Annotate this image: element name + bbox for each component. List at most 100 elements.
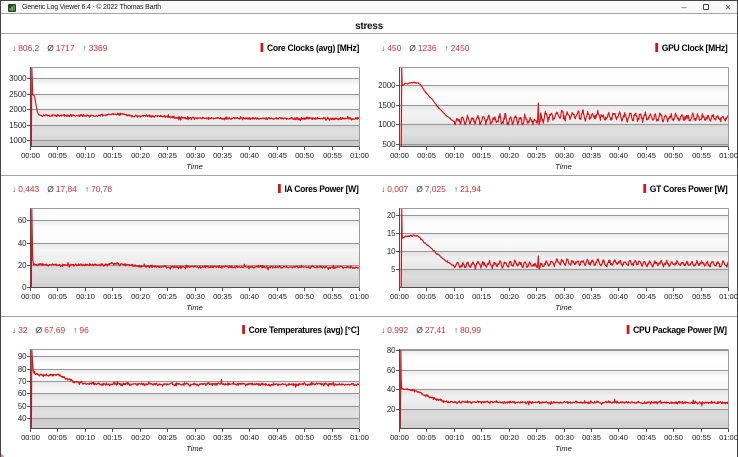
max-arrow-icon: ↑	[453, 325, 459, 335]
x-tick-label: 00:45	[637, 433, 656, 442]
y-tick-label: 60	[18, 216, 27, 225]
x-tick-label: 00:45	[637, 292, 656, 301]
x-tick-label: 00:55	[323, 292, 342, 301]
min-arrow-icon: ↓	[381, 184, 386, 194]
y-tick-label: 60	[387, 366, 396, 375]
window-title: Generic Log Viewer 6.4 - © 2022 Thomas B…	[22, 4, 161, 11]
x-tick-label: 00:10	[76, 292, 95, 301]
y-tick-label: 1500	[378, 101, 396, 110]
y-tick-label: 2000	[378, 81, 396, 90]
average-icon: Ø	[35, 325, 43, 335]
x-tick-label: 00:40	[609, 151, 628, 160]
y-tick-label: 1000	[378, 120, 396, 129]
stat-min: 0,443	[18, 184, 40, 194]
series-color-marker	[654, 43, 658, 52]
x-tick-label: 00:20	[131, 292, 150, 301]
series-line	[400, 67, 728, 146]
average-icon: Ø	[416, 325, 423, 335]
stat-max: 21,94	[460, 184, 482, 194]
x-tick-label: 00:30	[555, 292, 574, 301]
x-tick-label: 00:25	[527, 151, 546, 160]
stat-max: 80,99	[460, 325, 482, 335]
x-tick-label: 00:10	[76, 433, 95, 442]
maximize-button[interactable]	[695, 1, 717, 14]
series-color-marker	[260, 43, 264, 52]
x-tick-label: 00:40	[609, 292, 628, 301]
series-stats: ↓ 806,2 Ø 1717 ↑ 3369	[12, 43, 107, 53]
stat-max: 2450	[450, 43, 470, 53]
series-stats: ↓ 450 Ø 1236 ↑ 2450	[381, 43, 469, 53]
y-tick-label: 80	[18, 365, 27, 374]
y-tick-label: 5	[391, 265, 396, 274]
row-divider-2	[1, 316, 737, 317]
screenshot-artifact	[1, 454, 4, 457]
stat-avg: 7,025	[424, 184, 446, 194]
y-tick-label: 2500	[9, 90, 27, 99]
series-line	[30, 208, 359, 287]
title-bar[interactable]: Generic Log Viewer 6.4 - © 2022 Thomas B…	[1, 1, 737, 14]
x-tick-label: 00:00	[21, 433, 40, 442]
chart-panel-1: ↓ 806,2 Ø 1717 ↑ 3369 Core Clocks (avg) [MHz]…	[1, 35, 369, 175]
x-tick-label: 00:00	[21, 292, 40, 301]
x-axis-title: Time	[186, 444, 203, 453]
x-tick-label: 00:00	[21, 151, 40, 160]
x-tick-label: 00:10	[76, 151, 95, 160]
time-series-chart: 40 50 60 70 80 90 00:00 00:05 00:10 00:15 00:20 00:…	[18, 349, 369, 453]
x-tick-label: 00:20	[131, 151, 150, 160]
panel-title: Core Clocks (avg) [MHz]	[266, 42, 359, 53]
y-tick-label: 15	[387, 229, 396, 238]
time-series-chart: 500 1000 1500 2000 00:00 00:05 00:10 00:15 00:20…	[378, 67, 737, 171]
x-tick-label: 00:15	[472, 433, 491, 442]
max-arrow-icon: ↑	[82, 43, 87, 53]
x-tick-label: 00:15	[472, 151, 491, 160]
x-tick-label: 00:40	[240, 151, 259, 160]
average-icon: Ø	[409, 43, 416, 53]
y-tick-label: 70	[18, 377, 27, 386]
minimize-button[interactable]: –	[681, 2, 687, 12]
x-tick-label: 01:00	[350, 292, 369, 301]
stat-avg: 17,84	[55, 184, 77, 194]
panel-legend: GPU Clock [MHz]	[654, 42, 727, 53]
maximize-icon	[703, 4, 709, 10]
series-line	[400, 208, 728, 287]
series-line	[30, 67, 359, 146]
x-tick-label: 00:50	[295, 433, 314, 442]
x-tick-label: 00:30	[555, 151, 574, 160]
x-tick-label: 00:20	[131, 433, 150, 442]
profile-header: stress	[1, 15, 737, 34]
profile-name: stress	[355, 21, 383, 32]
y-tick-label: 1000	[9, 136, 27, 145]
time-series-chart: 0 20 40 60 00:00 00:05 00:10 00:15 00:20 00:25 00:…	[18, 208, 369, 312]
x-tick-label: 00:45	[637, 151, 656, 160]
app-icon	[8, 4, 16, 12]
x-tick-label: 00:35	[213, 292, 232, 301]
panel-title: Core Temperatures (avg) [°C]	[248, 324, 359, 335]
x-tick-label: 00:55	[692, 433, 711, 442]
stat-avg: 67,69	[44, 325, 66, 335]
x-tick-label: 00:55	[323, 433, 342, 442]
panel-legend: GT Cores Power [W]	[642, 183, 727, 194]
y-tick-label: 20	[387, 211, 396, 220]
x-tick-label: 00:40	[609, 433, 628, 442]
x-tick-label: 00:45	[268, 151, 287, 160]
x-axis-title: Time	[186, 162, 203, 171]
x-tick-label: 00:00	[390, 151, 409, 160]
y-tick-label: 60	[18, 389, 27, 398]
stat-avg: 27,41	[424, 325, 446, 335]
x-tick-label: 00:05	[48, 433, 67, 442]
min-arrow-icon: ↓	[381, 43, 386, 53]
series-color-marker	[242, 325, 245, 334]
close-button[interactable]: ✕	[724, 3, 732, 12]
x-axis-title: Time	[555, 162, 572, 171]
series-stats: ↓ 0,443 Ø 17,84 ↑ 70,78	[12, 184, 112, 194]
x-tick-label: 00:20	[500, 433, 519, 442]
stat-max: 3369	[88, 43, 108, 53]
x-tick-label: 00:50	[295, 151, 314, 160]
x-tick-label: 00:10	[445, 292, 464, 301]
max-arrow-icon: ↑	[444, 43, 449, 53]
y-tick-label: 50	[18, 402, 27, 411]
x-tick-label: 01:00	[350, 433, 369, 442]
x-tick-label: 00:15	[103, 292, 122, 301]
x-tick-label: 00:20	[500, 151, 519, 160]
x-tick-label: 00:05	[417, 433, 436, 442]
